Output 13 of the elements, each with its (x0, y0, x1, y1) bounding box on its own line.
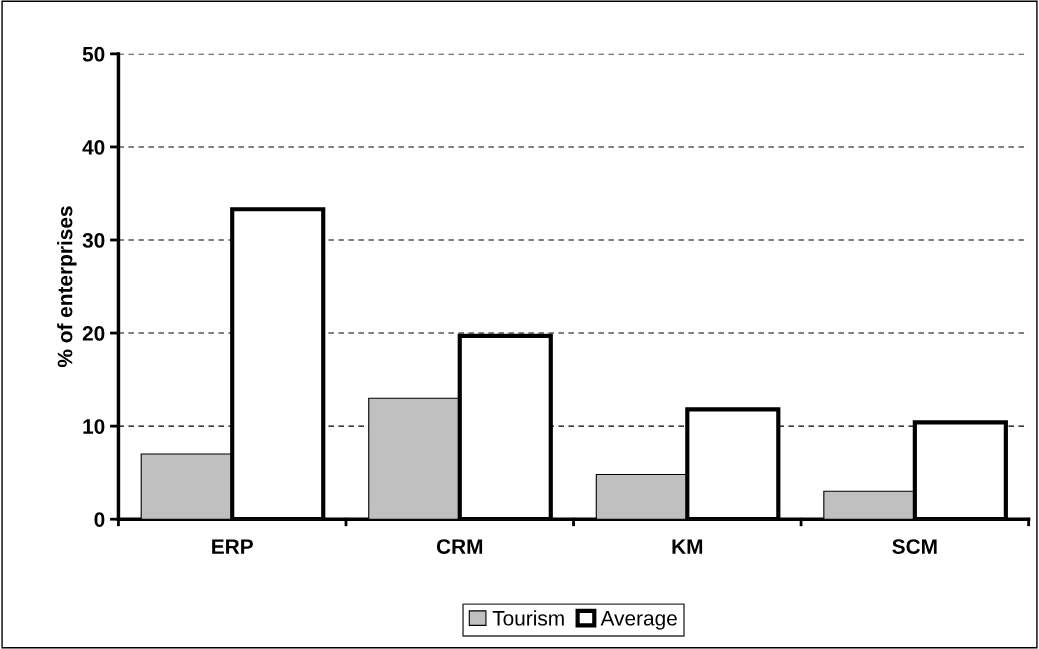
legend-label: Tourism (492, 610, 564, 626)
legend-label: Average (600, 611, 677, 630)
y-tick-label: 50 (82, 46, 105, 62)
x-tick-label: SCM (892, 539, 937, 554)
x-tick-label: CRM (436, 539, 483, 554)
y-tick-label: 20 (82, 326, 105, 341)
y-tick-label: 40 (82, 139, 105, 155)
y-tick-label: 0 (94, 512, 105, 527)
x-tick-label: KM (672, 539, 703, 554)
y-axis-title: % of enterprises (57, 206, 77, 368)
y-tick-label: 30 (82, 233, 105, 248)
y-tick-label: 10 (83, 419, 105, 434)
x-tick-label: ERP (212, 539, 253, 554)
